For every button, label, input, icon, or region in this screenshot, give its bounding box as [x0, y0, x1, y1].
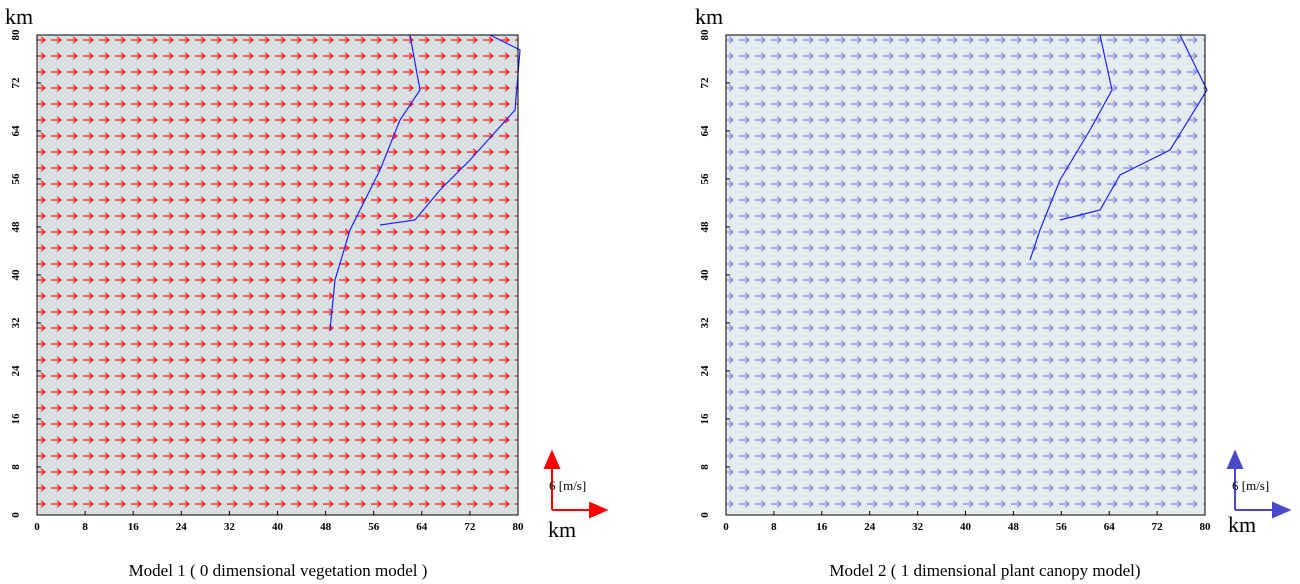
x-tick-label: 48	[320, 521, 332, 533]
caption: Model 1 ( 0 dimensional vegetation model…	[129, 561, 428, 580]
y-tick-label: 24	[699, 365, 711, 377]
x-tick-label: 80	[513, 521, 525, 533]
y-tick-label: 0	[10, 512, 22, 518]
wind-field	[37, 35, 518, 515]
y-tick-label: 64	[699, 125, 711, 137]
panel: 0 8 16 24 32 40 48 56 64 72 80 0 8 16 24 32 40 48 56 64 72 80…	[5, 4, 609, 580]
x-tick-label: 8	[771, 521, 777, 533]
y-tick-label: 24	[10, 365, 22, 377]
x-tick-label: 40	[960, 521, 972, 533]
wind-field	[726, 35, 1205, 515]
y-tick-label: 80	[699, 29, 711, 41]
x-tick-label: 48	[1008, 521, 1020, 533]
scale-arrow	[543, 449, 609, 519]
y-tick-label: 40	[10, 269, 22, 281]
x-tick-label: 56	[1056, 521, 1068, 533]
scale-label: 6 [m/s]	[1232, 478, 1269, 493]
y-tick-label: 16	[699, 413, 711, 425]
y-tick-label: 80	[10, 29, 22, 41]
caption: Model 2 ( 1 dimensional plant canopy mod…	[829, 561, 1140, 580]
y-tick-label: 0	[699, 512, 711, 518]
x-tick-label: 40	[272, 521, 284, 533]
x-tick-label: 24	[864, 521, 876, 533]
y-tick-label: 48	[699, 221, 711, 233]
panel: 0 8 16 24 32 40 48 56 64 72 80 0 8 16 24 32 40 48 56 64 72 80…	[695, 4, 1292, 580]
x-tick-label: 24	[176, 521, 188, 533]
y-tick-label: 48	[10, 221, 22, 233]
y-tick-label: 16	[10, 413, 22, 425]
y-axis-label: km	[5, 4, 33, 29]
x-tick-label: 56	[368, 521, 380, 533]
y-tick-label: 56	[699, 173, 711, 185]
x-tick-label: 72	[1152, 521, 1164, 533]
coastline	[329, 34, 521, 331]
y-tick-label: 32	[699, 317, 711, 329]
y-tick-label: 64	[10, 125, 22, 137]
y-axis-label: km	[695, 4, 723, 29]
x-tick-label: 72	[464, 521, 476, 533]
y-tick-label: 8	[699, 464, 711, 470]
x-tick-label: 80	[1200, 521, 1212, 533]
x-tick-label: 32	[912, 521, 924, 533]
x-axis-label: km	[1228, 512, 1256, 537]
y-tick-label: 32	[10, 317, 22, 329]
x-tick-label: 0	[723, 521, 729, 533]
x-tick-label: 8	[82, 521, 88, 533]
y-tick-label: 8	[10, 464, 22, 470]
x-axis-label: km	[548, 517, 576, 542]
x-tick-label: 64	[1104, 521, 1116, 533]
y-tick-label: 56	[10, 173, 22, 185]
y-tick-label: 40	[699, 269, 711, 281]
scale-arrow	[1226, 449, 1292, 519]
x-tick-label: 64	[416, 521, 428, 533]
y-tick-label: 72	[699, 77, 711, 89]
x-tick-label: 0	[34, 521, 40, 533]
x-tick-label: 16	[128, 521, 140, 533]
y-tick-label: 72	[10, 77, 22, 89]
scale-label: 6 [m/s]	[549, 478, 586, 493]
x-tick-label: 16	[816, 521, 828, 533]
x-tick-label: 32	[224, 521, 236, 533]
coastline	[1029, 34, 1208, 261]
